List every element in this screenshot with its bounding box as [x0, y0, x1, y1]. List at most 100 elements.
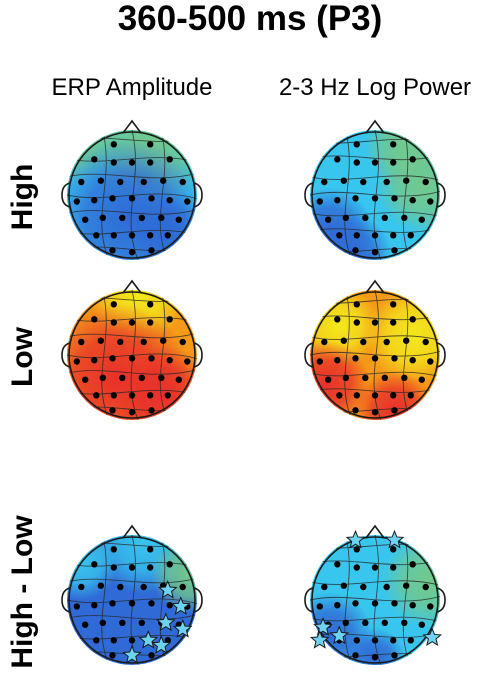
electrode: [73, 358, 81, 365]
electrode: [371, 195, 379, 202]
scalp-potential-region: [310, 340, 371, 420]
electrode: [353, 159, 360, 166]
electrode: [371, 249, 379, 256]
contour-line: [67, 353, 197, 360]
electrode: [179, 178, 186, 186]
electrode: [110, 564, 118, 571]
electrode: [391, 407, 398, 414]
electrode: [128, 195, 136, 202]
electrode: [391, 247, 398, 254]
electrode: [147, 564, 154, 571]
electrode: [409, 156, 416, 163]
electrode: [110, 319, 118, 326]
electrode: [128, 392, 136, 399]
electrode: [352, 407, 359, 414]
electrode: [390, 159, 397, 166]
electrode: [334, 357, 341, 364]
electrode: [97, 582, 105, 589]
electrode: [91, 357, 98, 364]
electrode: [371, 319, 379, 326]
electrode: [148, 195, 155, 202]
electrode: [353, 564, 360, 571]
electrode: [401, 214, 408, 221]
significance-star: [329, 625, 350, 645]
contour-line: [310, 371, 440, 378]
right-ear-marker: [193, 342, 203, 368]
electrode: [147, 392, 154, 399]
electrode: [381, 619, 388, 626]
electrode: [316, 198, 323, 205]
contour-line: [101, 535, 110, 665]
electrode: [353, 141, 360, 148]
contour-line: [67, 157, 197, 163]
electrode: [117, 338, 124, 346]
electrode: [371, 600, 379, 607]
electrode: [342, 214, 349, 221]
electrode: [325, 216, 332, 223]
electrode: [371, 232, 379, 239]
scalp-potential-region: [364, 130, 440, 186]
electrode: [110, 159, 118, 166]
electrode: [321, 178, 328, 186]
left-ear-marker: [61, 342, 71, 368]
electrode: [117, 178, 124, 186]
contour-line: [101, 290, 110, 420]
contour-line: [67, 614, 197, 620]
electrode: [110, 141, 118, 148]
electrode: [407, 232, 414, 239]
electrode: [352, 195, 359, 202]
scalp-colour-field: [310, 290, 440, 420]
contour-line: [67, 562, 197, 568]
electrode: [391, 652, 398, 659]
contour-line: [101, 130, 110, 260]
electrode: [109, 600, 116, 607]
contour-line: [310, 175, 440, 181]
nose-marker: [365, 279, 385, 294]
row-title-high: High: [6, 164, 39, 231]
significance-star: [384, 529, 405, 549]
electrode: [110, 232, 118, 239]
electrode: [91, 561, 98, 568]
electrode: [175, 216, 182, 223]
electrode: [371, 159, 379, 166]
contour-line: [67, 634, 197, 641]
electrode: [138, 374, 145, 381]
contour-line: [310, 580, 440, 586]
electrode: [164, 637, 171, 644]
electrode: [110, 546, 118, 553]
electrode: [158, 214, 165, 221]
electrode: [109, 407, 116, 414]
electrode: [148, 600, 155, 607]
electrode: [166, 156, 173, 163]
electrode: [128, 249, 136, 256]
electrode: [82, 376, 89, 383]
electrode: [321, 338, 328, 346]
electrode: [78, 178, 85, 186]
electrode: [110, 301, 118, 308]
electrode: [109, 652, 116, 659]
electrode: [360, 178, 367, 186]
electrode: [99, 619, 107, 626]
electrode: [352, 247, 359, 254]
electrode: [427, 358, 434, 365]
electrode: [316, 603, 323, 610]
electrode: [360, 338, 367, 346]
electrode: [334, 602, 341, 609]
electrode: [93, 392, 100, 399]
electrode: [352, 652, 359, 659]
significance-star: [122, 644, 142, 664]
significance-star: [309, 629, 330, 649]
significant-electrode-stars: [309, 529, 443, 649]
electrode: [340, 177, 347, 184]
contour-line: [310, 350, 440, 357]
electrode: [99, 214, 107, 221]
electrode: [148, 247, 155, 254]
electrode: [371, 564, 379, 571]
electrode: [148, 407, 155, 414]
electrode: [147, 232, 154, 239]
electrode: [334, 197, 341, 204]
electrode: [352, 600, 359, 607]
contour-line: [310, 190, 440, 197]
electrode: [353, 301, 360, 308]
